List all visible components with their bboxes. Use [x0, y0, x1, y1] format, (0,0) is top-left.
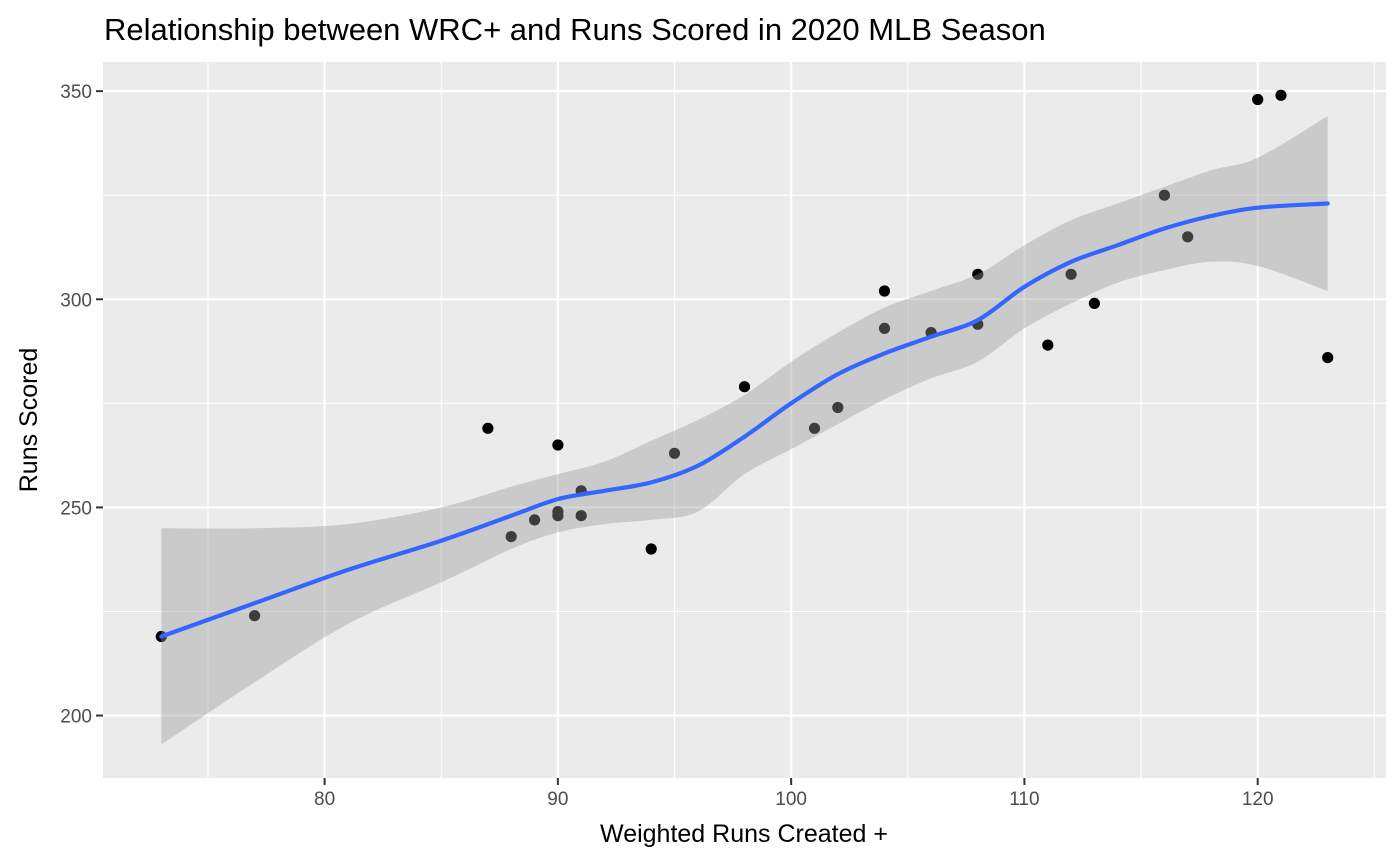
data-point — [878, 285, 891, 297]
data-point — [1158, 189, 1170, 201]
data-point — [529, 514, 541, 526]
data-point — [878, 322, 891, 334]
y-tick-label: 350 — [60, 82, 92, 103]
data-point — [668, 447, 681, 459]
smooth-line — [159, 201, 1330, 639]
x-tick-label: 120 — [1242, 789, 1274, 810]
x-axis-title: Weighted Runs Created + — [600, 820, 888, 848]
data-point — [972, 268, 984, 280]
major-gridlines — [103, 62, 1386, 778]
data-point — [1252, 93, 1264, 106]
data-point — [505, 531, 517, 543]
data-point — [1275, 89, 1287, 101]
data-point — [575, 510, 587, 522]
data-point — [1088, 297, 1100, 309]
y-tick-label: 200 — [60, 707, 92, 728]
data-point — [832, 401, 844, 414]
data-points — [155, 89, 1334, 643]
data-point — [482, 422, 494, 434]
data-point — [645, 543, 657, 555]
y-axis: 200 250 300 350 — [60, 82, 103, 728]
data-point — [1182, 231, 1194, 243]
y-tick-label: 250 — [60, 498, 92, 519]
data-point — [552, 439, 564, 451]
plot-panel — [103, 62, 1386, 778]
data-point — [1065, 268, 1077, 280]
x-tick-label: 100 — [775, 789, 807, 810]
data-point — [249, 610, 261, 622]
data-point — [1322, 352, 1334, 364]
minor-gridlines — [103, 62, 1386, 778]
data-point — [552, 510, 564, 522]
y-axis-title: Runs Scored — [15, 348, 43, 493]
data-point — [808, 422, 821, 434]
x-tick-label: 110 — [1009, 789, 1039, 810]
x-tick-label: 90 — [547, 789, 568, 810]
data-point — [738, 381, 751, 393]
confidence-band — [161, 116, 1328, 745]
x-tick-label: 80 — [314, 789, 335, 810]
data-point — [1042, 339, 1054, 351]
x-axis: 80 90 100 110 120 — [314, 778, 1274, 810]
chart-title: Relationship between WRC+ and Runs Score… — [104, 12, 1046, 47]
y-tick-label: 300 — [60, 290, 92, 311]
